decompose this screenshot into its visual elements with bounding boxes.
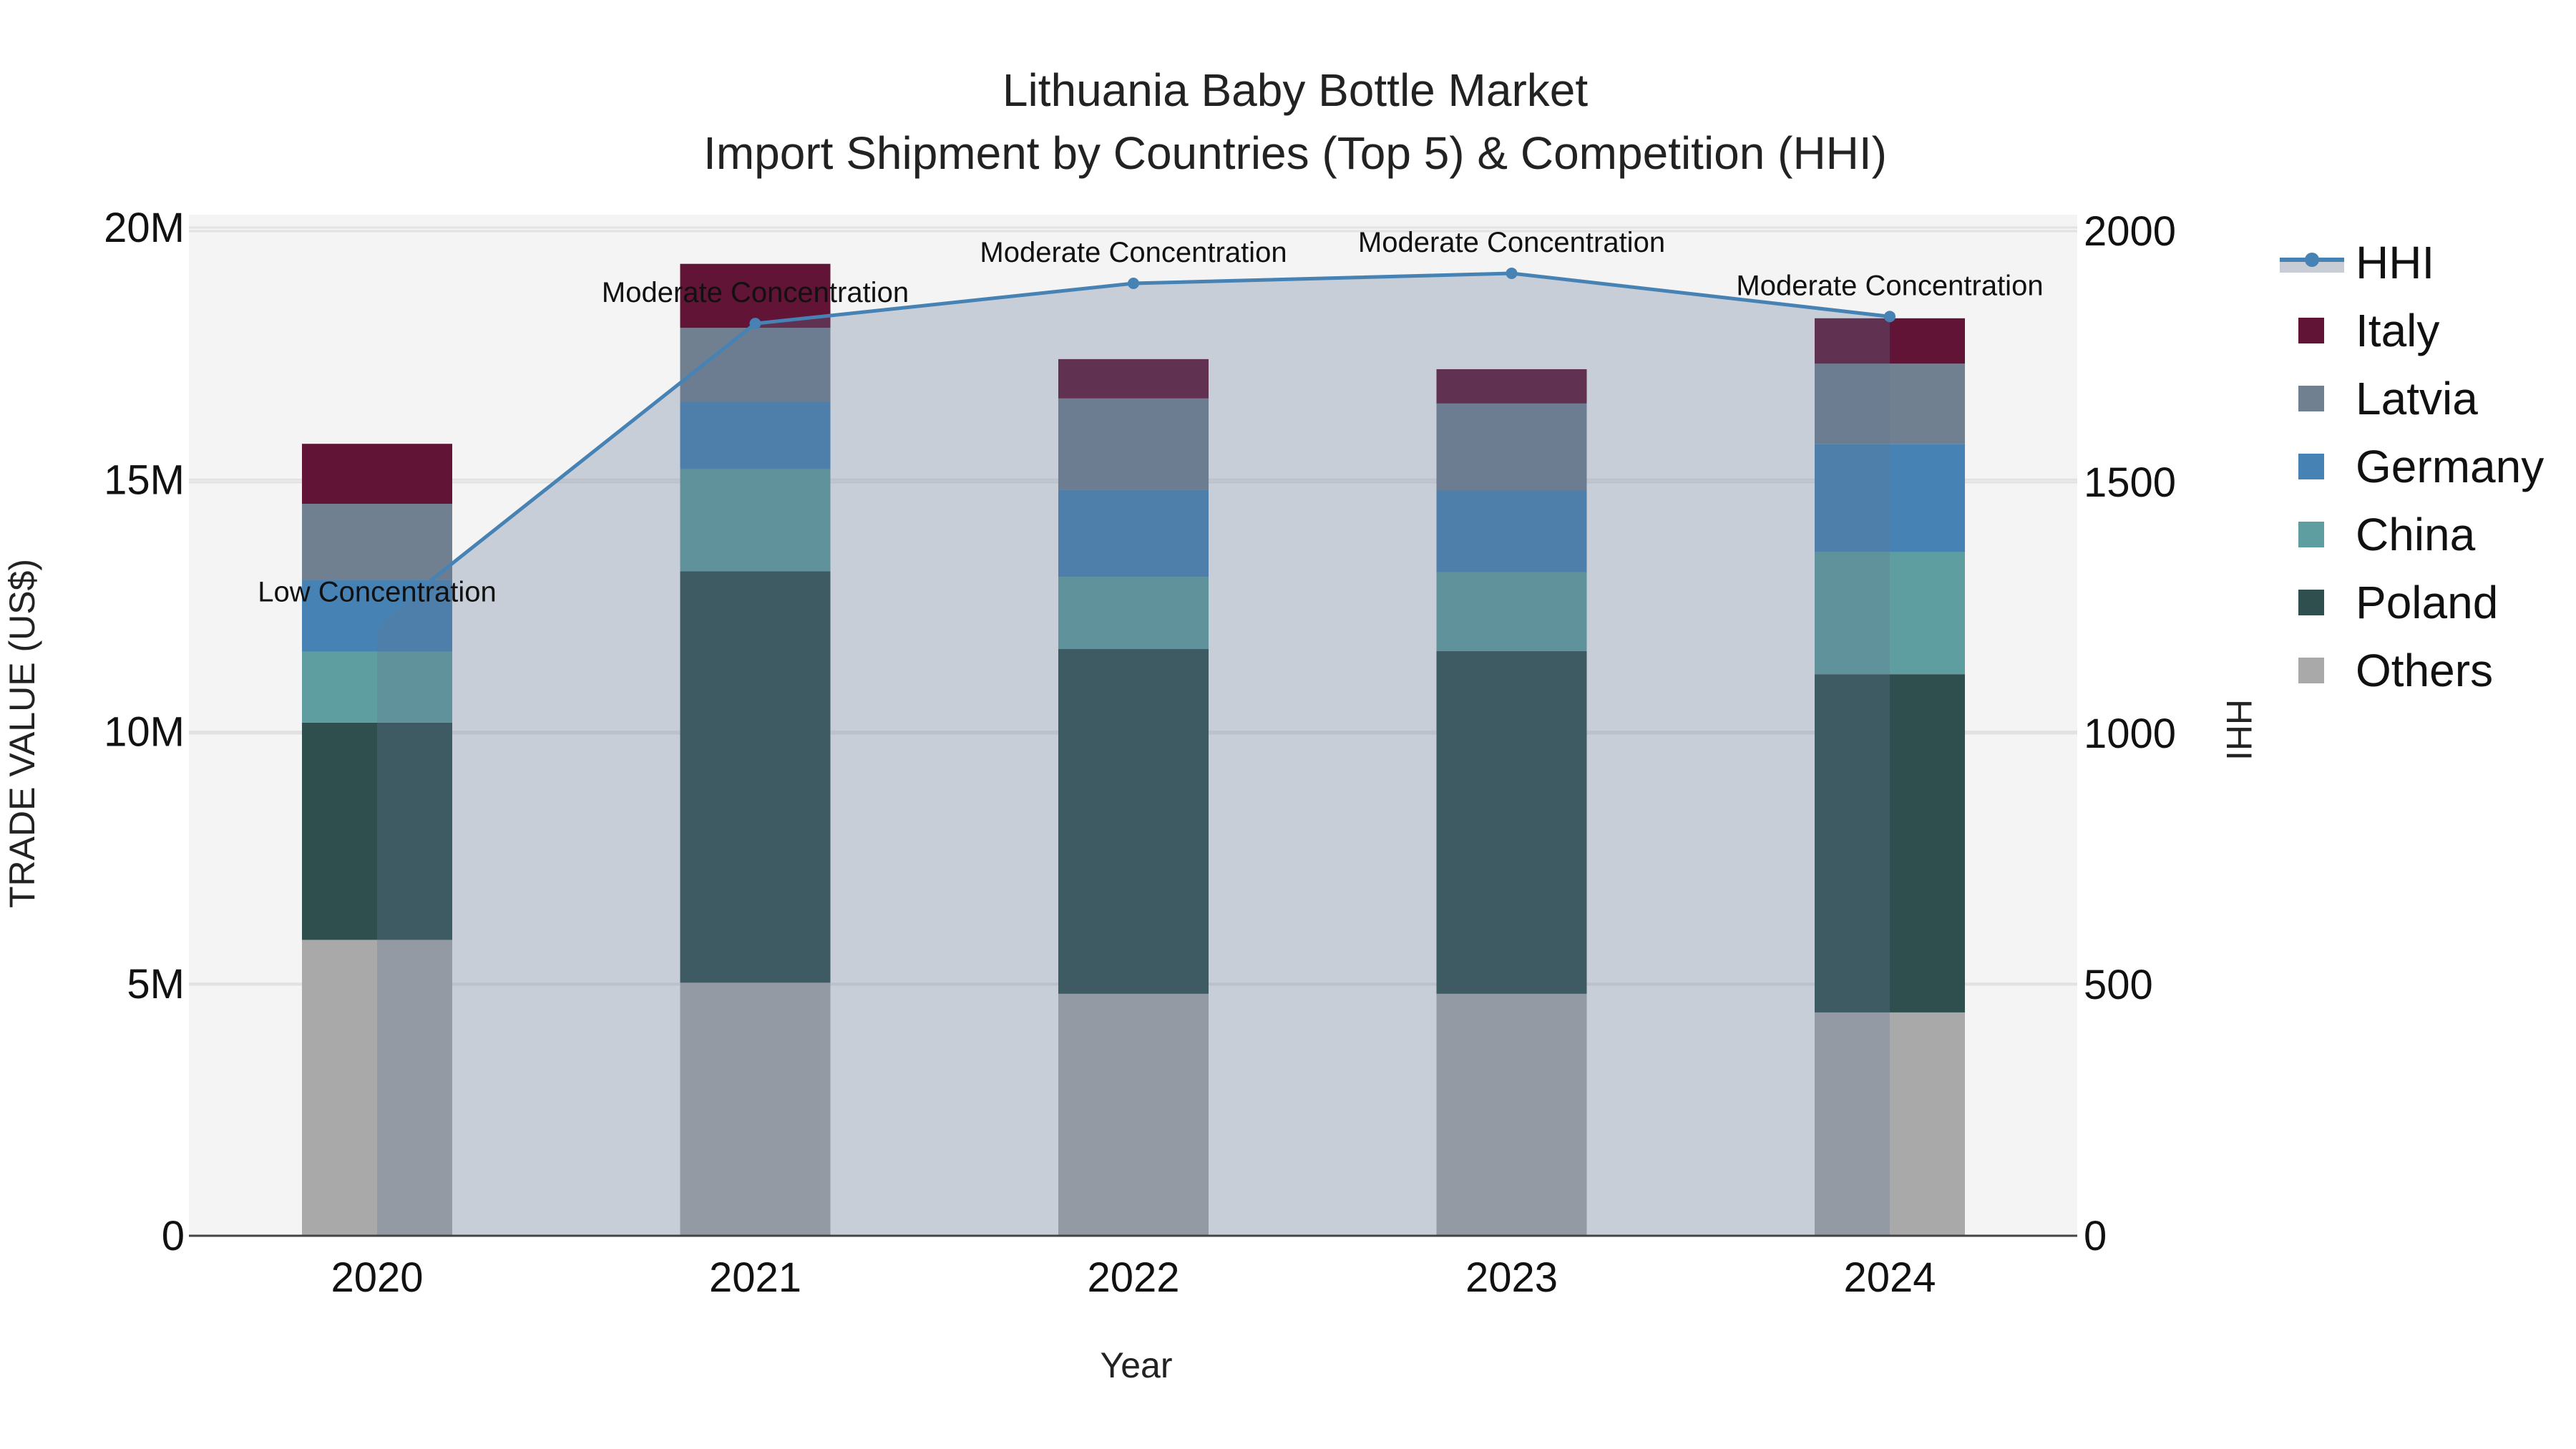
bar-segment-others xyxy=(680,982,831,1236)
bar-segment-china xyxy=(1815,552,1965,675)
bar-segment-others xyxy=(302,940,452,1236)
legend-item-germany[interactable]: Germany xyxy=(2298,441,2544,492)
bar-segment-latvia xyxy=(1058,398,1209,490)
legend-swatch-icon xyxy=(2298,318,2324,343)
x-tick-label: 2021 xyxy=(709,1254,801,1301)
y-left-tick-label: 15M xyxy=(104,457,185,503)
y-right-tick-label: 0 xyxy=(2084,1213,2107,1259)
hhi-marker xyxy=(371,617,383,629)
x-tick-label: 2024 xyxy=(1843,1254,1936,1301)
bar-segment-poland xyxy=(1815,674,1965,1013)
y-right-tick-label: 2000 xyxy=(2084,208,2176,255)
legend-item-italy[interactable]: Italy xyxy=(2298,305,2439,356)
bar-segment-poland xyxy=(302,722,452,940)
hhi-annotations: Low Concentration Moderate Concentration M… xyxy=(258,227,2043,608)
bar-segment-germany xyxy=(1436,490,1587,572)
bar-segment-others xyxy=(1436,993,1587,1236)
bar-segment-poland xyxy=(680,571,831,983)
x-axis-title: Year xyxy=(1100,1345,1172,1385)
bar-segment-china xyxy=(302,651,452,723)
legend-label: Latvia xyxy=(2356,373,2478,424)
legend-marker-icon xyxy=(2305,253,2319,267)
legend-swatch-icon xyxy=(2298,454,2324,479)
y-left-tick-label: 20M xyxy=(104,205,185,251)
bar-segment-latvia xyxy=(302,504,452,580)
bar-segment-china xyxy=(680,469,831,572)
legend-swatch-icon xyxy=(2298,386,2324,411)
legend-item-latvia[interactable]: Latvia xyxy=(2298,373,2478,424)
x-axis-ticks: 2020 2021 2022 2023 2024 xyxy=(331,1254,1936,1301)
bar-segment-italy xyxy=(1815,318,1965,364)
bar-segment-germany xyxy=(302,580,452,652)
hhi-annotation: Low Concentration xyxy=(258,577,497,608)
x-tick-label: 2022 xyxy=(1087,1254,1179,1301)
hhi-marker xyxy=(749,318,761,330)
legend-label: Others xyxy=(2356,645,2493,696)
legend-label: HHI xyxy=(2356,237,2434,288)
legend-label: Germany xyxy=(2356,441,2544,492)
y-right-axis-title: HHI xyxy=(2219,699,2259,761)
bar-segment-germany xyxy=(1815,444,1965,552)
legend-item-poland[interactable]: Poland xyxy=(2298,577,2498,628)
hhi-area-fill xyxy=(377,273,1890,1236)
hhi-area xyxy=(377,273,1890,1236)
legend-label: China xyxy=(2356,509,2476,560)
bar-segment-germany xyxy=(680,401,831,469)
bar-segment-china xyxy=(1436,572,1587,651)
hhi-marker xyxy=(1506,267,1518,279)
y-right-tick-label: 1500 xyxy=(2084,459,2176,506)
y-right-tick-label: 1000 xyxy=(2084,711,2176,757)
bar-segment-poland xyxy=(1058,648,1209,994)
legend-swatch-icon xyxy=(2298,658,2324,683)
bar-segment-china xyxy=(1058,577,1209,649)
legend-item-others[interactable]: Others xyxy=(2298,645,2493,696)
legend-swatch-icon xyxy=(2298,590,2324,615)
legend-item-china[interactable]: China xyxy=(2298,509,2476,560)
legend-label: Poland xyxy=(2356,577,2498,628)
chart-title-line1: Lithuania Baby Bottle Market xyxy=(1002,64,1588,116)
legend-label: Italy xyxy=(2356,305,2439,356)
bar-segment-latvia xyxy=(1815,364,1965,444)
y-left-tick-label: 0 xyxy=(162,1213,185,1259)
bar-segment-italy xyxy=(302,444,452,504)
stacked-bars xyxy=(302,263,1965,1236)
hhi-line xyxy=(371,267,1896,629)
x-tick-label: 2023 xyxy=(1465,1254,1558,1301)
hhi-annotation: Moderate Concentration xyxy=(1358,227,1665,258)
legend-swatch-icon xyxy=(2298,522,2324,547)
legend: HHI Italy Latvia Germany China Poland Others xyxy=(2280,237,2544,696)
chart-title-line2: Import Shipment by Countries (Top 5) & C… xyxy=(703,127,1887,179)
bar-segment-latvia xyxy=(1436,403,1587,491)
hhi-annotation: Moderate Concentration xyxy=(980,237,1287,268)
hhi-marker xyxy=(1884,311,1896,323)
legend-item-hhi[interactable]: HHI xyxy=(2280,237,2434,288)
y-right-tick-label: 500 xyxy=(2084,962,2153,1008)
y-left-tick-label: 5M xyxy=(127,961,185,1008)
bar-segment-others xyxy=(1058,993,1209,1236)
x-tick-label: 2020 xyxy=(331,1254,423,1301)
hhi-annotation: Moderate Concentration xyxy=(1736,270,2043,301)
left-axis-ticks: 0 5M 10M 15M 20M xyxy=(104,205,185,1259)
bar-segment-others xyxy=(1815,1012,1965,1236)
hhi-marker xyxy=(1128,278,1139,290)
bar-segment-italy xyxy=(1436,369,1587,404)
bar-segment-italy xyxy=(1058,358,1209,399)
bar-segment-germany xyxy=(1058,489,1209,577)
y-left-axis-title: TRADE VALUE (US$) xyxy=(2,559,42,908)
bar-segment-poland xyxy=(1436,650,1587,994)
right-axis-ticks: 0 500 1000 1500 2000 xyxy=(2084,208,2176,1259)
hhi-annotation: Moderate Concentration xyxy=(602,277,909,308)
y-left-tick-label: 10M xyxy=(104,709,185,756)
